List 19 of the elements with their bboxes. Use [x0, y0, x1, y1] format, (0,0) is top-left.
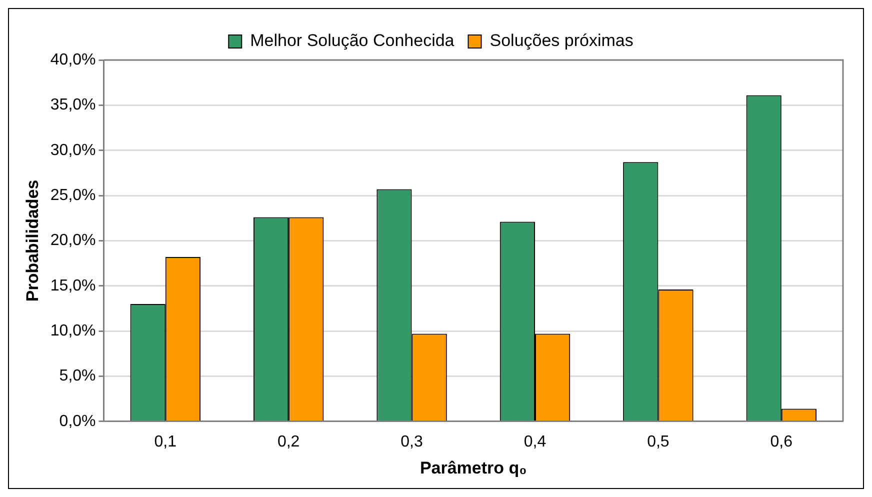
y-tick-label: 15,0% — [50, 277, 96, 294]
x-tick-label: 0,6 — [770, 433, 793, 450]
legend-label: Melhor Solução Conhecida — [250, 31, 455, 50]
x-tick-label: 0,2 — [277, 433, 300, 450]
y-tick-label: 25,0% — [50, 186, 96, 204]
x-tick-label: 0,1 — [154, 433, 177, 450]
y-axis-title: Probabilidades — [22, 180, 42, 302]
y-tick-label: 40,0% — [50, 51, 96, 68]
y-tick-label: 20,0% — [50, 232, 96, 250]
y-tick-label: 10,0% — [50, 322, 96, 340]
x-tick-label: 0,4 — [524, 433, 546, 450]
x-tick-label: 0,3 — [400, 433, 423, 450]
y-tick-label: 0,0% — [59, 412, 96, 430]
x-axis-title: Parâmetro q₀ — [420, 458, 527, 478]
y-tick-label: 30,0% — [50, 142, 96, 159]
y-tick-label: 35,0% — [50, 96, 96, 114]
legend-label: Soluções próximas — [490, 31, 634, 50]
y-tick-label: 5,0% — [59, 368, 96, 385]
x-tick-label: 0,5 — [647, 433, 670, 450]
